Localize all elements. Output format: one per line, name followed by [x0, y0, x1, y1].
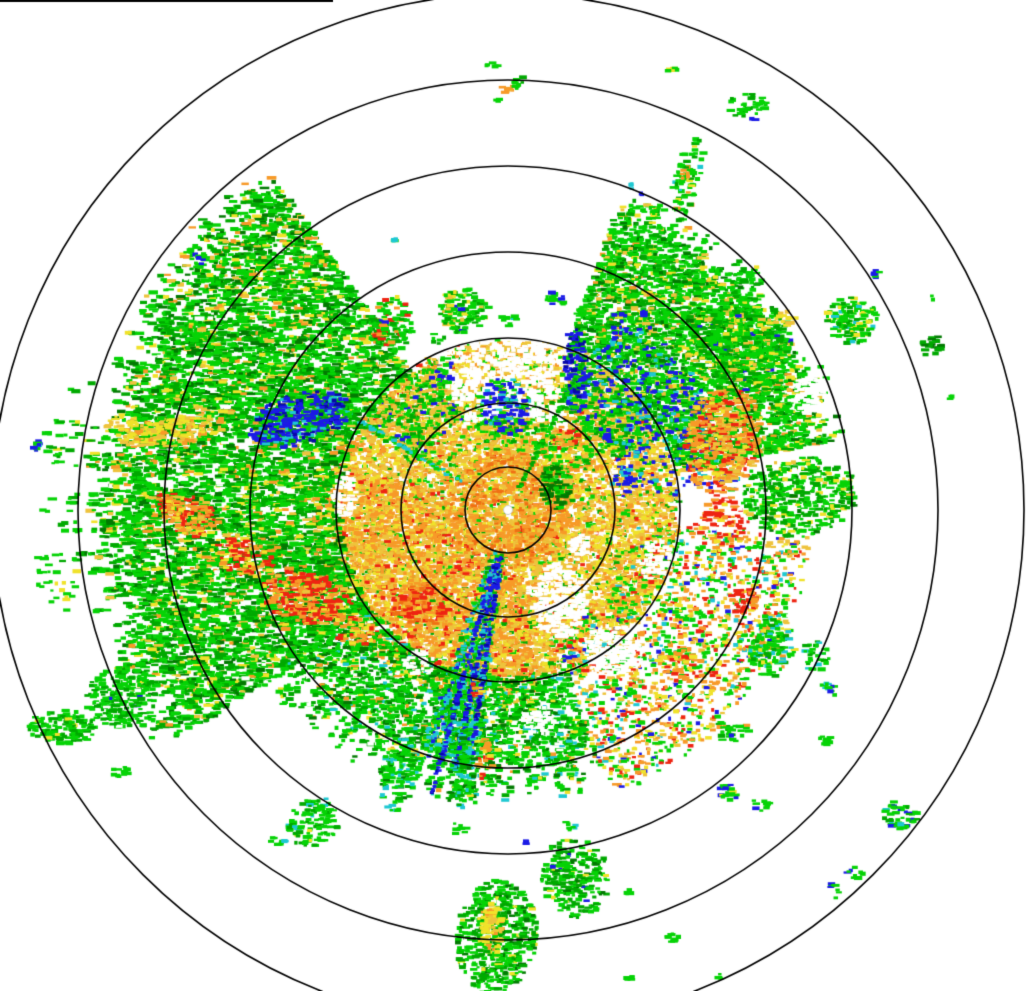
radar-ppi-display — [0, 0, 1029, 991]
radar-reflectivity-canvas — [0, 0, 1029, 991]
